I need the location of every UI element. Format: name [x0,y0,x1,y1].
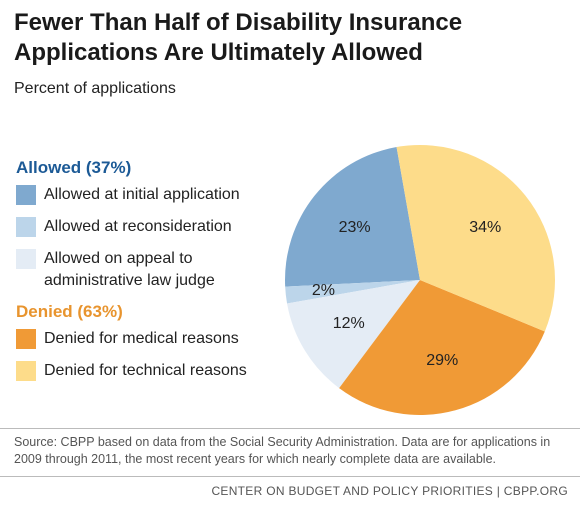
legend-label: Denied for technical reasons [44,362,247,379]
pie-slice [287,280,420,389]
legend-label: Allowed on appeal to administrative law … [44,250,215,289]
legend-swatch [16,217,36,237]
chart-subtitle: Percent of applications [14,80,176,97]
pie-slice [285,280,420,304]
legend-item: Allowed at initial application [16,184,276,206]
legend-item: Denied for technical reasons [16,360,276,382]
pie-slice [396,144,555,332]
rule [0,428,580,429]
legend-item: Allowed at reconsideration [16,216,276,238]
legend-label: Allowed at reconsideration [44,218,232,235]
data-label: 12% [333,315,365,332]
legend-label: Allowed at initial application [44,186,240,203]
rule [0,476,580,477]
legend-swatch [16,185,36,205]
legend: Allowed (37%) Allowed at initial applicat… [16,158,276,392]
data-label: 2% [312,282,335,299]
pie-slice [339,280,545,415]
chart-title: Fewer Than Half of Disability Insurance … [14,9,463,66]
legend-group-title: Allowed (37%) [16,158,132,177]
legend-swatch [16,361,36,381]
footer: CENTER ON BUDGET AND POLICY PRIORITIES |… [211,484,568,498]
legend-item: Allowed on appeal to administrative law … [16,248,276,292]
source-note: Source: CBPP based on data from the Soci… [14,435,551,466]
legend-swatch [16,329,36,349]
data-label: 29% [426,352,458,369]
legend-item: Denied for medical reasons [16,328,276,350]
legend-label: Denied for medical reasons [44,330,239,347]
legend-group-title: Denied (63%) [16,302,123,321]
data-label: 34% [469,219,501,236]
pie-slice [285,147,420,287]
legend-swatch [16,249,36,269]
data-label: 23% [339,219,371,236]
